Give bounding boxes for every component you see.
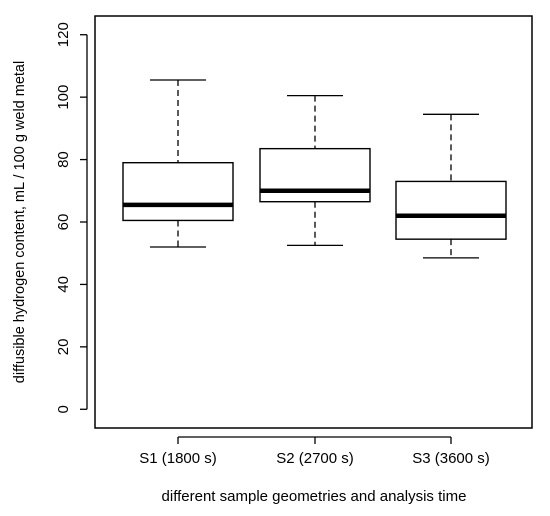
plot-frame — [94, 15, 533, 429]
y-tick-label: 40 — [55, 276, 72, 293]
y-tick-label: 100 — [55, 85, 72, 110]
y-axis-label: diffusible hydrogen content, mL / 100 g … — [12, 61, 28, 383]
y-axis: 0 20 40 60 80 100 120 — [55, 22, 88, 413]
box-group — [259, 94, 371, 247]
x-tick-label: S1 (1800 s) — [139, 450, 217, 467]
x-axis-label: different sample geometries and analysis… — [162, 488, 467, 505]
iqr-box — [122, 161, 234, 222]
iqr-box — [259, 147, 371, 203]
y-tick-label: 0 — [55, 405, 72, 413]
y-tick-label: 80 — [55, 151, 72, 168]
x-axis: S1 (1800 s) S2 (2700 s) S3 (3600 s) — [139, 436, 490, 467]
x-tick-label: S3 (3600 s) — [412, 450, 490, 467]
x-tick-label: S2 (2700 s) — [276, 450, 354, 467]
y-tick-label: 120 — [55, 22, 72, 47]
y-tick-label: 60 — [55, 214, 72, 231]
box-group — [395, 113, 507, 259]
y-tick-label: 20 — [55, 339, 72, 356]
box-group — [122, 79, 234, 248]
iqr-box — [395, 180, 507, 240]
boxes — [122, 79, 507, 259]
